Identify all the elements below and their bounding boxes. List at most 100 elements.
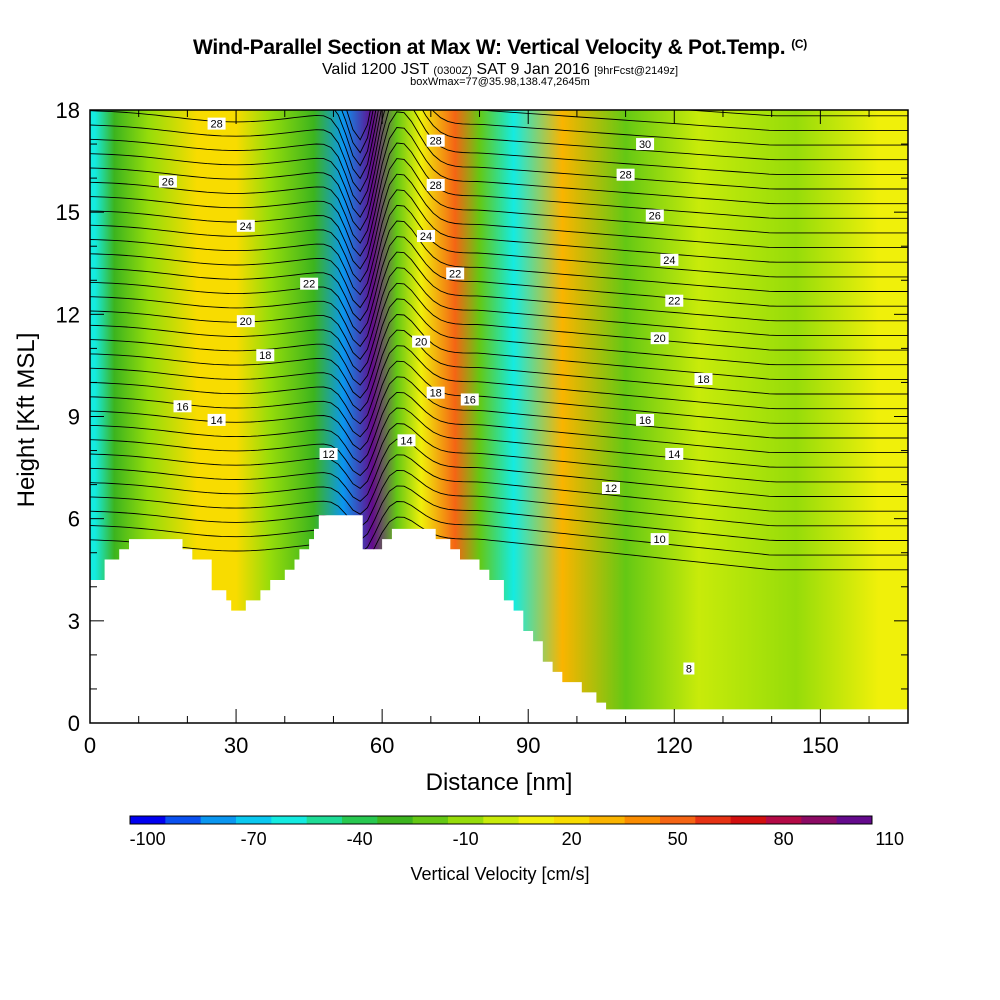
isentrope-label: 18 [694, 373, 713, 386]
x-tick-label: 60 [370, 733, 394, 758]
colorbar-swatch [660, 816, 696, 824]
isentrope-line [90, 329, 908, 412]
colorbar-swatch [236, 816, 272, 824]
colorbar-swatch [448, 816, 484, 824]
colorbar-tick-label: -100 [130, 829, 166, 849]
x-tick-label: 90 [516, 733, 540, 758]
isentrope-label: 24 [236, 219, 255, 233]
isentrope-line [90, 438, 908, 502]
isentrope-line [90, 407, 908, 477]
colorbar-tick-label: -10 [453, 829, 479, 849]
isentrope-line [90, 142, 908, 257]
colorbar-swatch [483, 816, 520, 824]
isentrope-label: 18 [256, 349, 275, 362]
isentrope-line [90, 282, 908, 373]
svg-text:14: 14 [210, 415, 222, 427]
title-tag: (C) [791, 37, 807, 51]
colorbar-swatch [766, 816, 802, 824]
isentrope-label: 26 [158, 175, 177, 189]
svg-text:20: 20 [415, 337, 427, 349]
isentrope-label: 24 [660, 253, 679, 267]
isentrope-label: 16 [460, 393, 479, 406]
svg-text:26: 26 [162, 177, 174, 189]
isentrope-label: 28 [616, 168, 635, 182]
isentrope-line [90, 110, 908, 193]
svg-text:16: 16 [464, 394, 476, 406]
isentrope-label: 14 [207, 413, 226, 427]
x-tick-label: 30 [224, 733, 248, 758]
isentrope-label: 24 [416, 230, 435, 243]
isentrope-line [90, 189, 908, 296]
colorbar-tick-label: 110 [875, 829, 904, 849]
plot-area: 28 26 24 22 20 18 16 14 12 28 28 24 22 20 18 16 14 30 28 26… [90, 110, 908, 723]
colorbar-swatch [518, 816, 555, 824]
y-tick-label: 15 [56, 200, 80, 225]
colorbar-swatch [589, 816, 626, 824]
isentrope-label: 20 [412, 335, 431, 349]
svg-text:24: 24 [420, 231, 432, 243]
isentrope-label: 14 [665, 447, 684, 461]
colorbar-swatch [165, 816, 202, 824]
isentrope-line [90, 485, 908, 541]
colorbar-swatch [730, 816, 767, 824]
isentrope-line [90, 204, 908, 309]
isentrope-line [90, 251, 908, 348]
svg-text:8: 8 [686, 664, 692, 676]
x-tick-labels: 0 30 60 90 120 150 [84, 733, 839, 758]
colorbar-swatch [801, 816, 838, 824]
isentrope-lines [90, 110, 908, 571]
svg-text:10: 10 [654, 534, 666, 546]
x-tick-label: 120 [656, 733, 693, 758]
isentrope-labels: 28 26 24 22 20 18 16 14 12 28 28 24 22 20 18 16 14 30 28 26… [158, 117, 713, 676]
colorbar [129, 815, 873, 825]
colorbar-swatch [836, 816, 873, 824]
y-tick-label: 0 [68, 711, 80, 736]
isentrope-line [90, 111, 908, 231]
isentrope-line [90, 110, 908, 180]
colorbar-swatch [377, 816, 414, 824]
colorbar-swatch [306, 816, 343, 824]
svg-text:12: 12 [605, 483, 617, 495]
svg-text:14: 14 [668, 449, 680, 461]
isentrope-line [90, 423, 908, 489]
box-info: boxWmax=77@35.98,138.47,2645m [410, 76, 590, 88]
x-tick-label: 150 [802, 733, 839, 758]
svg-text:24: 24 [663, 255, 675, 267]
svg-text:24: 24 [240, 221, 252, 233]
svg-text:22: 22 [449, 268, 461, 280]
colorbar-tick-label: -70 [241, 829, 267, 849]
svg-text:18: 18 [697, 374, 709, 386]
x-tick-label: 0 [84, 733, 96, 758]
isentrope-line [90, 127, 908, 244]
isentrope-label: 28 [426, 178, 445, 192]
isentrope-label: 14 [397, 434, 416, 447]
isentrope-label: 22 [446, 267, 465, 280]
terrain-mask [90, 515, 908, 723]
colorbar-swatch [624, 816, 661, 824]
y-tick-label: 18 [56, 98, 80, 123]
isentrope-line [90, 516, 908, 571]
svg-text:16: 16 [639, 415, 651, 427]
axis-ticks [89, 109, 908, 724]
isentrope-label: 22 [665, 294, 684, 308]
svg-text:18: 18 [430, 388, 442, 400]
svg-text:16: 16 [176, 401, 188, 413]
colorbar-swatch [130, 816, 166, 824]
isentrope-line [90, 298, 908, 386]
svg-text:28: 28 [619, 170, 631, 182]
isentrope-line [90, 345, 908, 425]
svg-text:28: 28 [210, 119, 222, 131]
isentrope-label: 30 [636, 138, 655, 151]
svg-text:26: 26 [649, 211, 661, 223]
isentrope-line [90, 360, 908, 438]
isentrope-label: 12 [319, 447, 338, 461]
svg-text:22: 22 [303, 279, 315, 291]
isentrope-line [90, 376, 908, 451]
y-axis-title: Height [Kft MSL] [13, 333, 40, 508]
colorbar-swatch [342, 816, 378, 824]
colorbar-swatch [554, 816, 590, 824]
isentrope-line [90, 220, 908, 322]
colorbar-swatch [695, 816, 732, 824]
forecast-info: [9hrFcst@2149z] [594, 65, 679, 77]
